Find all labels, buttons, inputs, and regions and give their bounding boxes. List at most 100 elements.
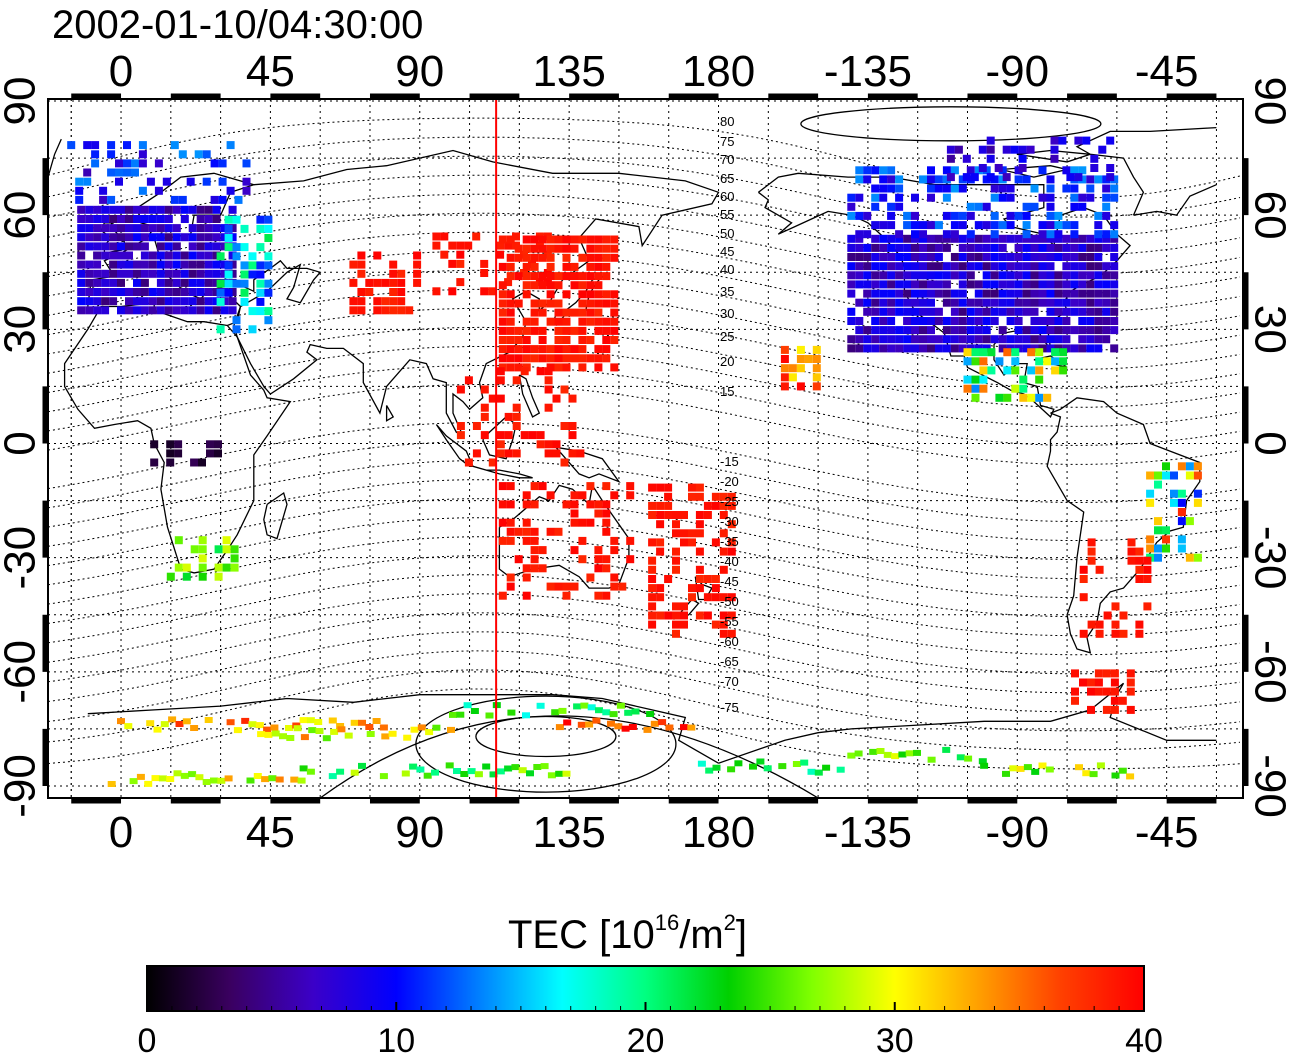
tec-cell	[990, 307, 999, 316]
tec-cell	[847, 280, 856, 289]
tec-cell	[498, 299, 507, 308]
tec-cell	[463, 702, 472, 709]
tec-cell	[727, 520, 736, 529]
tec-cell	[546, 527, 555, 536]
tec-cell	[533, 764, 542, 770]
tec-cell	[887, 184, 896, 193]
tec-cell	[182, 572, 191, 581]
tec-cell	[982, 202, 991, 211]
tec-cell	[538, 253, 547, 262]
tec-cell	[456, 241, 465, 250]
latitude-label: 0	[0, 431, 45, 455]
tec-cell	[196, 306, 205, 315]
tec-cell	[218, 177, 227, 186]
tec-cell	[847, 335, 856, 344]
tec-cell	[1003, 393, 1012, 402]
tec-cell	[879, 221, 888, 230]
tec-cell	[224, 775, 233, 782]
tec-cell	[958, 221, 967, 230]
tec-cell	[1094, 280, 1103, 289]
tec-cell	[1078, 271, 1087, 280]
tec-cell	[963, 384, 972, 393]
tec-cell	[648, 511, 657, 519]
tec-cell	[971, 348, 980, 357]
tec-cell	[950, 211, 959, 220]
tec-cell	[863, 289, 872, 298]
tec-cell	[695, 529, 704, 538]
tec-cell	[1066, 173, 1075, 182]
tec-cell	[1046, 262, 1055, 271]
contour-label: -35	[720, 534, 739, 549]
tec-cell	[950, 221, 959, 230]
tec-cell	[389, 288, 398, 296]
tec-cell	[705, 767, 714, 774]
tec-cell	[1038, 253, 1047, 261]
tec-cell	[148, 297, 157, 306]
tec-cell	[232, 279, 241, 288]
tec-cell	[711, 593, 720, 602]
tec-cell	[602, 253, 611, 262]
tec-cell	[522, 253, 531, 262]
tec-cell	[855, 193, 864, 202]
tec-cell	[1185, 553, 1194, 562]
tec-cell	[927, 262, 935, 271]
tec-cell	[879, 289, 888, 298]
tec-cell	[562, 582, 571, 591]
tec-cell	[357, 251, 366, 260]
tec-cell	[570, 546, 579, 555]
tec-cell	[1102, 193, 1111, 202]
tec-cell	[212, 205, 221, 214]
tec-cell	[514, 336, 523, 344]
tec-cell	[109, 224, 118, 233]
tec-cell	[672, 602, 680, 611]
tec-cell	[522, 317, 531, 326]
tec-cell	[863, 243, 872, 252]
tec-cell	[198, 536, 207, 545]
tec-cell	[1177, 544, 1186, 553]
tec-cell	[470, 708, 479, 714]
tec-cell	[546, 244, 555, 253]
tec-cell	[695, 511, 704, 519]
tec-cell	[546, 345, 555, 354]
tec-cell	[101, 233, 110, 242]
tec-cell	[1022, 202, 1031, 211]
tec-cell	[648, 611, 657, 620]
tec-cell	[1110, 344, 1119, 353]
tec-cell	[672, 629, 680, 638]
tec-cell	[170, 195, 179, 204]
tec-cell	[602, 555, 611, 564]
tec-cell	[1058, 136, 1067, 145]
tec-cell	[812, 373, 821, 382]
tec-cell	[1071, 696, 1079, 705]
tec-cell	[585, 721, 594, 728]
tec-cell	[164, 269, 173, 278]
tec-cell	[93, 251, 102, 260]
tec-cell	[594, 345, 603, 354]
tec-cell	[83, 177, 92, 186]
tec-cell	[855, 230, 864, 239]
tec-cell	[1070, 271, 1079, 280]
latitude-label: -90	[1246, 754, 1292, 818]
tec-cell	[216, 279, 225, 288]
tec-cell	[1087, 556, 1096, 565]
tec-cell	[903, 280, 912, 289]
tec-cell	[1030, 262, 1039, 271]
tec-cell	[1011, 348, 1020, 357]
tec-cell	[129, 778, 138, 785]
tec-cell	[101, 297, 110, 306]
tec-cell	[712, 764, 721, 771]
tec-cell	[990, 211, 999, 220]
tec-cell	[101, 288, 110, 296]
tec-cell	[998, 234, 1007, 243]
contour-label: -60	[720, 634, 739, 649]
tec-cell	[1022, 289, 1031, 298]
tec-cell	[156, 205, 165, 214]
tec-cell	[498, 345, 507, 354]
longitude-label: 180	[682, 808, 755, 857]
tec-cell	[1051, 366, 1060, 375]
tec-cell	[887, 289, 896, 298]
tec-cell	[1102, 298, 1111, 307]
tec-cell	[982, 253, 991, 261]
tec-cell	[109, 251, 118, 260]
